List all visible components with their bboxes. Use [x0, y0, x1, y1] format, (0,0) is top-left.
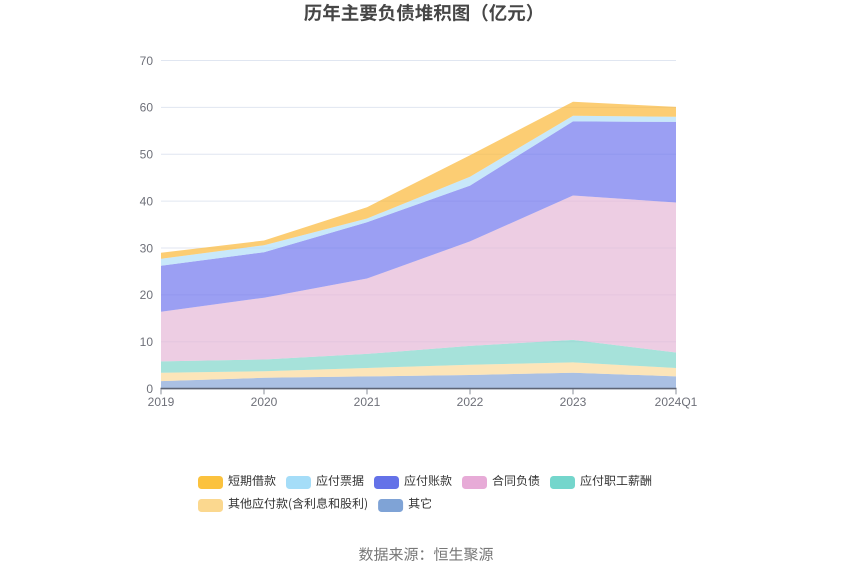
- svg-text:40: 40: [140, 194, 154, 208]
- svg-text:20: 20: [140, 288, 154, 302]
- svg-text:2019: 2019: [148, 395, 175, 409]
- svg-text:50: 50: [140, 148, 154, 162]
- svg-text:70: 70: [140, 54, 154, 68]
- svg-text:2020: 2020: [251, 395, 278, 409]
- svg-text:2024Q1: 2024Q1: [655, 395, 698, 409]
- svg-text:2021: 2021: [354, 395, 381, 409]
- svg-text:2023: 2023: [560, 395, 587, 409]
- svg-text:30: 30: [140, 241, 154, 255]
- svg-text:60: 60: [140, 101, 154, 115]
- svg-text:2022: 2022: [457, 395, 484, 409]
- svg-text:10: 10: [140, 335, 154, 349]
- svg-text:0: 0: [146, 382, 153, 396]
